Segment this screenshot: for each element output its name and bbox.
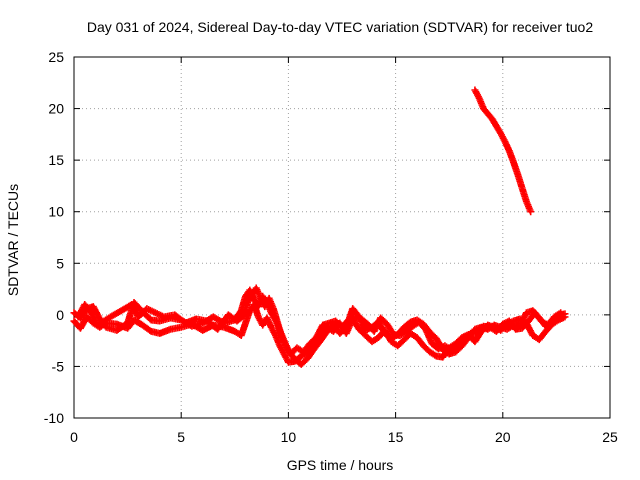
grid	[74, 57, 610, 418]
x-tick-label: 20	[495, 429, 511, 445]
y-tick-label: 5	[56, 255, 64, 271]
x-axis-label: GPS time / hours	[287, 457, 394, 473]
x-tick-label: 5	[177, 429, 185, 445]
y-tick-label: 20	[48, 101, 64, 117]
y-tick-label: 15	[48, 152, 64, 168]
chart-title: Day 031 of 2024, Sidereal Day-to-day VTE…	[87, 19, 594, 35]
data-point	[527, 208, 535, 216]
y-tick-labels: -10 -5 0 5 10 15 20 25	[44, 49, 64, 426]
data-point	[557, 309, 565, 317]
x-tick-label: 10	[281, 429, 297, 445]
y-tick-label: 25	[48, 49, 64, 65]
y-axis-label: SDTVAR / TECUs	[5, 184, 21, 296]
y-tick-label: 0	[56, 307, 64, 323]
x-tick-label: 0	[70, 429, 78, 445]
x-tick-label: 15	[388, 429, 404, 445]
x-tick-labels: 0 5 10 15 20 25	[70, 429, 618, 445]
axes	[73, 56, 611, 419]
trace-marker	[146, 326, 154, 334]
series-upper_trace	[471, 86, 535, 216]
data-series	[70, 86, 569, 368]
plot-frame	[73, 56, 611, 419]
data-point	[561, 313, 569, 321]
series-lower_trace_c	[74, 284, 565, 358]
x-tick-label: 25	[602, 429, 618, 445]
y-tick-label: 10	[48, 204, 64, 220]
y-tick-label: -5	[52, 358, 65, 374]
y-tick-label: -10	[44, 410, 64, 426]
